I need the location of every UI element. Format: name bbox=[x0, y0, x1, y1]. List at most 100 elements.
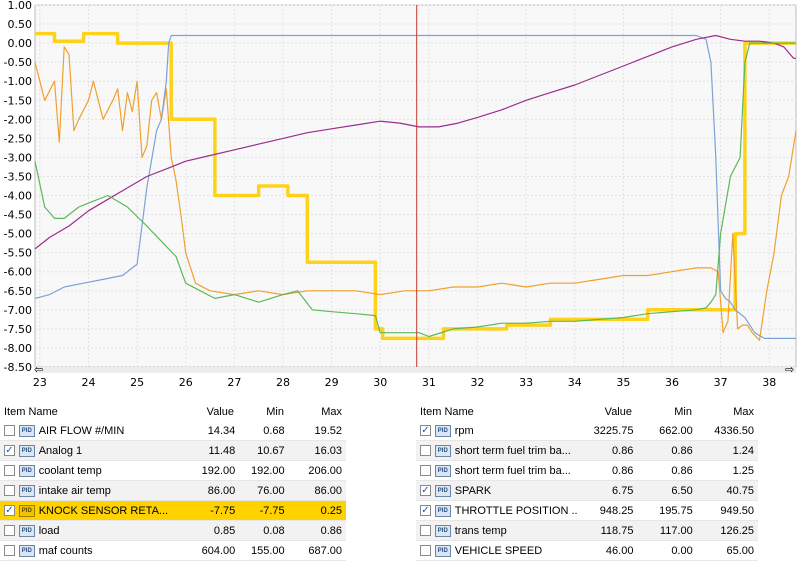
row-checkbox[interactable] bbox=[420, 445, 431, 456]
row-max: 0.86 bbox=[320, 524, 342, 537]
row-item-name: short term fuel trim ba... bbox=[454, 464, 571, 477]
y-tick-label: 0.00 bbox=[8, 37, 33, 50]
series-line-2 bbox=[34, 46, 797, 341]
header-item-name[interactable]: Item Name bbox=[4, 405, 58, 418]
row-min: 117.00 bbox=[659, 524, 693, 537]
scrollbar-track[interactable] bbox=[35, 367, 796, 373]
row-checkbox[interactable] bbox=[420, 525, 431, 536]
row-value: 11.48 bbox=[208, 444, 236, 457]
row-max: 65.00 bbox=[726, 544, 754, 557]
table-row[interactable]: ✓ PID rpm 3225.75 662.00 4336.50 bbox=[416, 421, 758, 441]
row-checkbox[interactable]: ✓ bbox=[420, 485, 431, 496]
scroll-left-arrow[interactable]: ⇦ bbox=[34, 363, 43, 376]
row-checkbox[interactable]: ✓ bbox=[4, 505, 15, 516]
row-min: 0.86 bbox=[671, 464, 693, 477]
series-line-4 bbox=[34, 34, 796, 250]
log-chart[interactable]: 1.00 0.50 0.00 -0.50 -1.00 -1.50 -2.00 -2.50 -3.… bbox=[0, 0, 799, 400]
table-row[interactable]: PID short term fuel trim ba... 0.86 0.86 1.2… bbox=[416, 461, 758, 481]
row-checkbox[interactable]: ✓ bbox=[4, 445, 15, 456]
series-line-5 bbox=[34, 42, 796, 338]
row-item-name: THROTTLE POSITION ... bbox=[454, 504, 579, 517]
header-max[interactable]: Max bbox=[733, 405, 754, 418]
table-row[interactable]: PID load 0.85 0.08 0.86 bbox=[0, 521, 346, 541]
right-pid-table: Item Name Value Min Max ✓ PID rpm 3225.75 66… bbox=[416, 402, 758, 561]
row-min: 10.67 bbox=[257, 444, 285, 457]
row-checkbox[interactable] bbox=[420, 545, 431, 556]
row-min: 0.08 bbox=[263, 524, 285, 537]
x-tick-label: 34 bbox=[568, 376, 582, 389]
row-checkbox[interactable]: ✓ bbox=[420, 425, 431, 436]
row-min: 155.00 bbox=[251, 544, 285, 557]
series-line-1 bbox=[35, 31, 796, 341]
row-item-name: VEHICLE SPEED bbox=[454, 544, 543, 557]
row-max: 16.03 bbox=[314, 444, 342, 457]
x-tick-label: 35 bbox=[616, 376, 630, 389]
row-item-name: Analog 1 bbox=[38, 444, 83, 457]
row-value: -7.75 bbox=[210, 504, 236, 517]
y-tick-label: -6.00 bbox=[4, 266, 32, 279]
row-max: 0.25 bbox=[320, 504, 342, 517]
table-row[interactable]: PID intake air temp 86.00 76.00 86.00 bbox=[0, 481, 346, 501]
y-tick-label: -5.00 bbox=[4, 228, 32, 241]
row-checkbox[interactable] bbox=[4, 525, 15, 536]
scroll-right-arrow[interactable]: ⇨ bbox=[785, 363, 794, 376]
table-row[interactable]: PID maf counts 604.00 155.00 687.00 bbox=[0, 541, 346, 561]
x-tick-label: 31 bbox=[422, 376, 436, 389]
row-checkbox[interactable] bbox=[4, 545, 15, 556]
y-tick-label: -4.50 bbox=[4, 209, 32, 222]
row-value: 192.00 bbox=[201, 464, 236, 477]
row-min: 195.75 bbox=[659, 504, 693, 517]
table-header: Item Name Value Min Max bbox=[416, 402, 758, 421]
row-max: 126.25 bbox=[720, 524, 754, 537]
y-tick-label: -3.00 bbox=[4, 151, 32, 164]
pid-icon: PID bbox=[434, 464, 451, 477]
x-tick-label: 25 bbox=[130, 376, 144, 389]
table-row[interactable]: PID coolant temp 192.00 192.00 206.00 bbox=[0, 461, 346, 481]
row-value: 948.25 bbox=[599, 504, 634, 517]
x-tick-label: 33 bbox=[519, 376, 533, 389]
row-item-name: SPARK bbox=[454, 484, 492, 497]
y-tick-label: -2.00 bbox=[4, 113, 32, 126]
table-header: Item Name Value Min Max bbox=[0, 402, 346, 421]
table-row[interactable]: PID AIR FLOW #/MIN 14.34 0.68 19.52 bbox=[0, 421, 346, 441]
x-tick-label: 28 bbox=[276, 376, 290, 389]
table-row[interactable]: PID short term fuel trim ba... 0.86 0.86 1.2… bbox=[416, 441, 758, 461]
row-max: 206.00 bbox=[308, 464, 342, 477]
header-min[interactable]: Min bbox=[266, 405, 284, 418]
pid-icon: PID bbox=[18, 504, 35, 517]
row-max: 687.00 bbox=[308, 544, 342, 557]
y-axis-labels: 1.00 0.50 0.00 -0.50 -1.00 -1.50 -2.00 -2.50 -3.… bbox=[4, 0, 32, 374]
y-tick-label: -8.50 bbox=[4, 361, 32, 374]
row-value: 14.34 bbox=[207, 424, 236, 437]
pid-icon: PID bbox=[18, 464, 35, 477]
series-line-3 bbox=[34, 34, 796, 339]
series-lines bbox=[34, 31, 797, 341]
row-checkbox[interactable] bbox=[4, 485, 15, 496]
row-min: 0.00 bbox=[671, 544, 693, 557]
table-row[interactable]: PID VEHICLE SPEED 46.00 0.00 65.00 bbox=[416, 541, 758, 561]
row-item-name: intake air temp bbox=[38, 484, 111, 497]
row-max: 1.24 bbox=[732, 444, 754, 457]
header-max[interactable]: Max bbox=[321, 405, 342, 418]
row-checkbox[interactable] bbox=[4, 465, 15, 476]
table-row[interactable]: ✓ PID THROTTLE POSITION ... 948.25 195.75 949… bbox=[416, 501, 758, 521]
row-checkbox[interactable]: ✓ bbox=[420, 505, 431, 516]
table-row[interactable]: ✓ PID SPARK 6.75 6.50 40.75 bbox=[416, 481, 758, 501]
header-item-name[interactable]: Item Name bbox=[420, 405, 474, 418]
y-tick-label: -6.50 bbox=[4, 285, 32, 298]
table-row[interactable]: ✓ PID Analog 1 11.48 10.67 16.03 bbox=[0, 441, 346, 461]
left-pid-table: Item Name Value Min Max PID AIR FLOW #/MI… bbox=[0, 402, 346, 561]
header-value[interactable]: Value bbox=[206, 405, 234, 418]
y-tick-label: -4.00 bbox=[4, 190, 32, 203]
row-value: 118.75 bbox=[600, 524, 634, 537]
row-value: 86.00 bbox=[207, 484, 236, 497]
row-checkbox[interactable] bbox=[4, 425, 15, 436]
plot-background bbox=[34, 4, 797, 368]
row-checkbox[interactable] bbox=[420, 465, 431, 476]
header-min[interactable]: Min bbox=[674, 405, 692, 418]
table-row[interactable]: PID trans temp 118.75 117.00 126.25 bbox=[416, 521, 758, 541]
header-value[interactable]: Value bbox=[604, 405, 632, 418]
table-row[interactable]: ✓ PID KNOCK SENSOR RETA... -7.75 -7.75 0.25 bbox=[0, 501, 346, 521]
pid-icon: PID bbox=[434, 544, 451, 557]
pid-icon: PID bbox=[18, 524, 35, 537]
